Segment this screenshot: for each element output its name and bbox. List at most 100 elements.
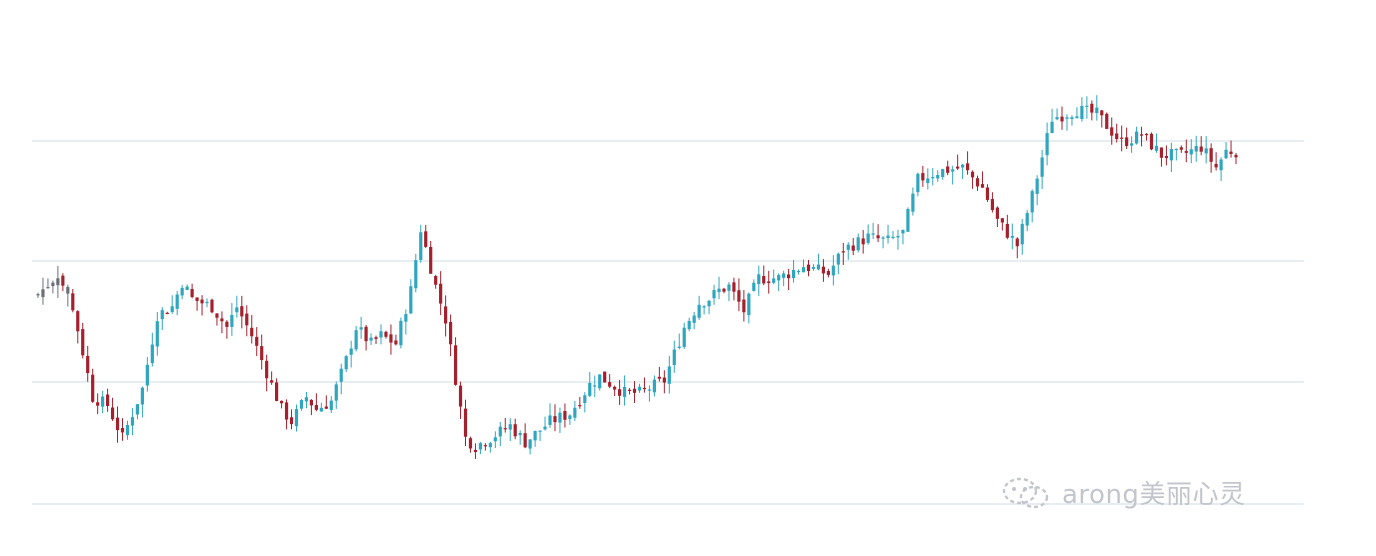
candle-body <box>279 400 284 404</box>
candle-body <box>652 379 656 393</box>
candle-body <box>240 306 244 317</box>
candle-body <box>563 410 567 420</box>
candle-body <box>1005 223 1009 238</box>
candle-body <box>593 385 597 387</box>
candle-body <box>632 388 637 393</box>
candle-body <box>573 407 577 418</box>
candle-body <box>71 293 75 311</box>
candle-body <box>603 371 607 383</box>
candle-body <box>990 199 995 211</box>
candle-body <box>533 430 537 441</box>
candle-body <box>871 233 875 235</box>
candle-body <box>568 415 572 420</box>
candle-body <box>41 289 45 298</box>
candle-body <box>275 382 279 401</box>
candle-body <box>608 382 612 387</box>
candle-body <box>1115 133 1119 140</box>
candle-body <box>1229 151 1233 154</box>
candle-body <box>314 405 318 410</box>
candle-body <box>1040 157 1044 177</box>
candle-body <box>1204 148 1208 154</box>
candle-body <box>503 428 507 430</box>
candle-body <box>463 408 468 437</box>
candle-body <box>130 417 135 426</box>
candle-body <box>791 270 796 279</box>
watermark: arong美丽心灵 <box>1000 474 1245 511</box>
candle-body <box>220 318 224 322</box>
candle-body <box>289 417 294 425</box>
candle-body <box>1189 149 1193 155</box>
candle-body <box>1035 178 1039 194</box>
candle-body <box>672 349 676 366</box>
candle-body <box>245 313 249 326</box>
candle-body <box>1199 146 1203 152</box>
candle-body <box>51 282 55 287</box>
candle-body <box>588 382 592 396</box>
candle-body <box>101 396 105 407</box>
candle-body <box>742 299 746 313</box>
candle-body <box>891 236 895 239</box>
candle-body <box>160 310 164 320</box>
candle-body <box>722 288 726 292</box>
candle-body <box>523 433 527 448</box>
candle-body <box>796 270 801 273</box>
candle-body <box>1015 238 1019 247</box>
candle-body <box>473 449 478 453</box>
candle-body <box>478 443 483 450</box>
candle-body <box>1154 145 1159 151</box>
candle-body <box>205 301 209 304</box>
candle-body <box>518 432 522 436</box>
candle-body <box>941 169 945 178</box>
candle-body <box>618 389 622 396</box>
candle-body <box>896 235 900 238</box>
candle-body <box>1234 154 1238 158</box>
candle-body <box>826 271 830 275</box>
candle-body <box>816 264 821 270</box>
candle-body <box>270 380 274 383</box>
candle-body <box>140 387 144 405</box>
candle-body <box>697 304 701 318</box>
candle-body <box>1010 236 1014 238</box>
candle-body <box>66 286 70 294</box>
candle-body <box>965 163 970 171</box>
candle-body <box>528 439 532 449</box>
candle-body <box>762 276 766 284</box>
candle-body <box>334 384 338 401</box>
candle-body <box>294 409 299 426</box>
candle-body <box>324 406 328 409</box>
candle-body <box>767 281 771 284</box>
candle-body <box>960 164 965 168</box>
candle-body <box>876 235 880 239</box>
candle-body <box>493 437 497 442</box>
candle-body <box>354 330 358 350</box>
candle-body <box>951 169 955 172</box>
candle-body <box>61 275 65 286</box>
candle-body <box>265 360 269 379</box>
candle-body <box>1100 110 1104 116</box>
candle-body <box>985 187 990 200</box>
candle-body <box>1000 218 1004 223</box>
candle-body <box>453 345 458 385</box>
candle-body <box>1025 213 1029 226</box>
candle-body <box>225 321 229 327</box>
candle-body <box>637 386 642 391</box>
candle-body <box>881 237 885 239</box>
candle-body <box>444 306 448 324</box>
candle-body <box>125 424 130 436</box>
candle-body <box>399 320 403 346</box>
candle-body <box>210 299 214 313</box>
candle-body <box>483 445 487 447</box>
candle-body <box>1169 149 1173 161</box>
candle-body <box>235 307 239 313</box>
candle-body <box>255 336 259 346</box>
candle-body <box>424 231 428 247</box>
candle-body <box>1120 137 1124 139</box>
candle-body <box>831 265 835 276</box>
candle-body <box>36 294 40 296</box>
candle-body <box>821 266 826 274</box>
candle-body <box>747 293 751 316</box>
candle-body <box>1214 163 1218 168</box>
candle-body <box>409 286 413 314</box>
